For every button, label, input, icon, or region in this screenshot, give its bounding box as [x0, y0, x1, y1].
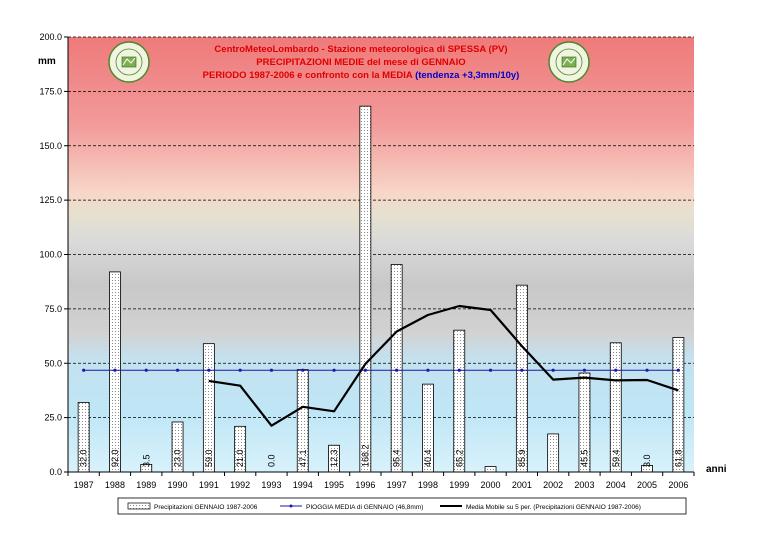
x-tick-label: 2006 [668, 480, 688, 490]
chart-title-trend: (tendenza +3,3mm/10y) [415, 70, 519, 81]
y-tick-label: 0.0 [49, 467, 62, 477]
legend-bar-swatch [127, 502, 151, 510]
x-tick-label: 2000 [481, 480, 501, 490]
bars [77, 105, 685, 473]
x-tick-label: 1996 [355, 480, 375, 490]
bar-value-label: 61.8 [673, 449, 683, 467]
chart-title-line-1: CentroMeteoLombardo - Stazione meteorolo… [214, 44, 507, 55]
bar-value-label: 45.5 [579, 449, 589, 467]
mean-line-marker [332, 368, 336, 372]
bar [109, 271, 121, 473]
x-tick-label: 2001 [512, 480, 532, 490]
mean-line-marker [676, 368, 680, 372]
mean-line-marker [113, 368, 117, 372]
chart-title-line-2: PRECIPITAZIONI MEDIE del mese di GENNAIO [256, 57, 465, 68]
bar-value-label: 21.0 [235, 449, 245, 467]
mean-line-marker [645, 368, 649, 372]
bar [547, 433, 560, 473]
x-tick-label: 1995 [324, 480, 344, 490]
bar-value-label: 23.0 [173, 449, 183, 467]
legend-bar-label: Precipitazioni GENNAIO 1987-2006 [154, 504, 258, 511]
y-tick-label: 75.0 [44, 304, 62, 314]
y-tick-label: 50.0 [44, 358, 62, 368]
y-tick-label: 100.0 [39, 250, 62, 260]
y-tick-label: 200.0 [39, 32, 62, 42]
chart-title-line-3: PERIODO 1987-2006 e confronto con la MED… [203, 70, 520, 81]
mean-line-marker [551, 368, 555, 372]
mean-line-marker [457, 368, 461, 372]
legend: Precipitazioni GENNAIO 1987-2006 PIOGGIA… [117, 497, 687, 515]
logo-right [548, 41, 590, 83]
mean-line-marker [82, 368, 86, 372]
bar-value-label: 59.4 [611, 449, 621, 467]
x-tick-label: 1990 [168, 480, 188, 490]
moving-average-path [208, 304, 679, 427]
bar-value-label: 92.0 [110, 449, 120, 467]
x-tick-label: 1997 [387, 480, 407, 490]
mean-line-marker [301, 368, 305, 372]
x-tick-label: 1994 [293, 480, 313, 490]
mean-line-marker [238, 368, 242, 372]
mean-line-marker [175, 368, 180, 372]
bar-value-label: 59.0 [204, 449, 214, 467]
mean-line-marker [144, 368, 148, 372]
bar [515, 284, 528, 473]
legend-box [117, 497, 687, 515]
bar-value-label: 3.0 [642, 454, 652, 467]
bar-value-label: 32.0 [79, 449, 89, 467]
bar-value-label: 40.4 [423, 449, 433, 467]
bar-value-labels: 32.0 92.0 3.5 23.0 59.0 21.0 0.0 47.1 12.3 168.2 9… [79, 444, 684, 467]
y-tick-label: 125.0 [39, 195, 62, 205]
mean-line-marker [520, 368, 524, 372]
bar [484, 466, 497, 473]
bar [359, 105, 372, 473]
y-tick-label: 175.0 [39, 86, 62, 96]
bar-value-label: 168.2 [360, 444, 370, 467]
x-tick-labels: 1987 1988 1989 1990 1991 1992 1993 1994 1995 1996… [67, 472, 695, 490]
legend-mavg-label: Media Mobile su 5 per. (Precipitazioni G… [466, 504, 641, 511]
gridlines [68, 36, 694, 419]
mean-line-marker [582, 368, 587, 372]
y-axis-unit: mm [38, 56, 56, 67]
mean-line-marker [426, 368, 430, 372]
x-tick-label: 2003 [574, 480, 594, 490]
y-tick-label: 150.0 [39, 141, 62, 151]
bar-value-label: 0.0 [266, 454, 276, 467]
mean-line-marker [395, 368, 399, 372]
mean-line-marker [614, 368, 618, 372]
bar-value-label: 85.9 [517, 449, 527, 467]
bar [390, 264, 403, 473]
x-tick-label: 1991 [199, 480, 219, 490]
x-tick-label: 1993 [261, 480, 281, 490]
y-tick-labels: 0.0 25.0 50.0 75.0 100.0 125.0 150.0 175.0 200.0 [39, 32, 68, 477]
moving-average-line [208, 304, 679, 427]
legend-mean-marker [289, 504, 293, 508]
x-tick-label: 1987 [74, 480, 94, 490]
bar-value-label: 12.3 [329, 449, 339, 467]
mean-line-marker [207, 368, 211, 372]
x-tick-label: 1988 [105, 480, 125, 490]
bar-value-label: 3.5 [141, 454, 151, 467]
mean-line [82, 368, 680, 372]
bar-value-label: 95.4 [392, 449, 402, 467]
logo-left [108, 41, 150, 83]
bar-value-label: 47.1 [298, 449, 308, 467]
x-tick-label: 1999 [449, 480, 469, 490]
x-tick-label: 1998 [418, 480, 438, 490]
x-tick-label: 1992 [230, 480, 250, 490]
x-tick-label: 1989 [136, 480, 156, 490]
mean-line-marker [363, 368, 367, 372]
x-tick-label: 2005 [637, 480, 657, 490]
legend-mean-label: PIOGGIA MEDIA di GENNAIO (46,8mm) [306, 504, 423, 511]
x-tick-label: 2004 [606, 480, 626, 490]
chart-title-period: PERIODO 1987-2006 e confronto con la MED… [203, 70, 413, 81]
bar-value-label: 65.2 [454, 449, 464, 467]
mean-line-marker [488, 368, 493, 372]
x-tick-label: 2002 [543, 480, 563, 490]
mean-line-marker [269, 368, 274, 372]
x-axis-unit: anni [706, 464, 727, 475]
y-tick-label: 25.0 [44, 413, 62, 423]
